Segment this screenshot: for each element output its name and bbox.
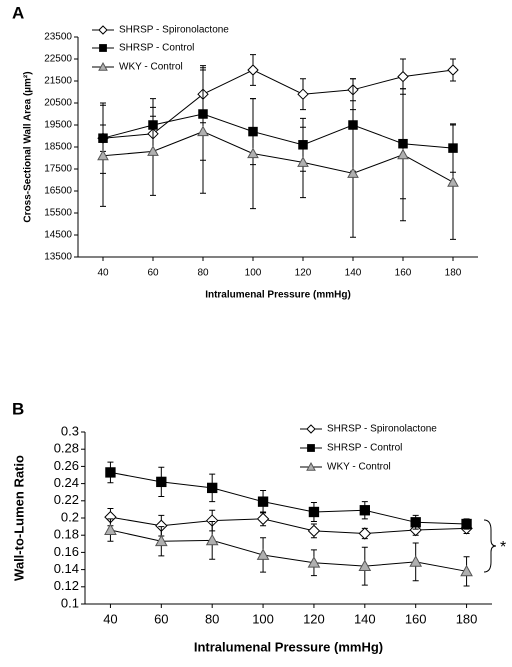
x-tick-label: 100 [245, 268, 262, 279]
bracket [483, 519, 497, 573]
legend-label: SHRSP - Spironolactone [327, 424, 437, 435]
legend-label: WKY - Control [119, 62, 183, 73]
marker [358, 559, 372, 572]
marker [154, 534, 168, 547]
y-tick-label: 21500 [44, 76, 72, 87]
x-tick-label: 160 [395, 268, 412, 279]
marker [410, 517, 421, 528]
series-line [110, 516, 467, 534]
series-line [102, 113, 454, 149]
x-axis-title: Intralumenal Pressure (mmHg) [194, 639, 383, 654]
panel-label: A [12, 3, 24, 22]
marker [358, 527, 372, 540]
legend-label: SHRSP - Spironolactone [119, 25, 229, 36]
marker [156, 476, 167, 488]
marker [307, 524, 321, 538]
y-tick-label: 0.2 [61, 509, 79, 524]
marker [247, 64, 259, 76]
y-tick-label: 0.14 [54, 561, 79, 576]
y-tick-label: 17500 [44, 164, 72, 175]
series-line [102, 69, 454, 139]
y-tick-label: 15500 [44, 208, 72, 219]
marker [409, 555, 423, 567]
y-tick-label: 0.3 [61, 423, 79, 438]
marker [147, 145, 159, 156]
legend-marker [306, 424, 316, 434]
y-tick-label: 0.1 [61, 595, 79, 610]
x-tick-label: 120 [303, 611, 325, 626]
legend-label: SHRSP - Control [119, 43, 194, 54]
legend-marker [98, 25, 108, 35]
marker [347, 167, 359, 178]
y-tick-label: 18500 [44, 142, 72, 153]
x-tick-label: 60 [147, 268, 159, 279]
marker [460, 564, 473, 577]
series-line [110, 471, 467, 525]
x-tick-label: 80 [197, 268, 209, 279]
x-tick-label: 160 [405, 611, 427, 626]
marker [205, 533, 219, 546]
legend-marker [99, 44, 107, 52]
y-tick-label: 0.12 [54, 578, 79, 593]
marker [461, 518, 472, 530]
marker [397, 70, 409, 83]
y-tick-label: 19500 [44, 120, 72, 131]
panel-label: B [12, 399, 24, 418]
legend-marker [98, 61, 108, 71]
y-tick-label: 14500 [44, 230, 72, 241]
annotation: * [500, 539, 506, 556]
marker [256, 512, 270, 526]
y-tick-label: 16500 [44, 186, 72, 197]
x-tick-label: 180 [445, 268, 462, 279]
x-axis-title: Intralumenal Pressure (mmHg) [205, 290, 351, 301]
x-tick-label: 40 [97, 268, 109, 279]
y-tick-label: 0.26 [54, 458, 79, 473]
y-tick-label: 0.18 [54, 527, 79, 542]
series-line [102, 131, 454, 183]
y-tick-label: 23500 [44, 32, 72, 43]
x-tick-label: 140 [354, 611, 376, 626]
legend-marker [306, 461, 316, 471]
marker [97, 149, 109, 161]
marker [247, 147, 259, 159]
x-tick-label: 80 [205, 611, 219, 626]
marker [257, 496, 269, 507]
marker [197, 125, 209, 137]
marker [447, 64, 459, 76]
y-tick-label: 0.16 [54, 544, 79, 559]
y-axis-title: Wall-to-Lumen Ratio [11, 455, 26, 581]
y-tick-label: 0.22 [54, 492, 79, 507]
legend-label: SHRSP - Control [327, 443, 402, 454]
series-line [110, 529, 467, 572]
y-axis-title: Cross-Sectional Wall Area (µm²) [23, 71, 34, 222]
marker [256, 548, 270, 560]
marker [297, 88, 309, 100]
x-tick-label: 140 [345, 268, 362, 279]
marker [297, 156, 309, 167]
y-tick-label: 0.24 [54, 475, 79, 490]
legend-label: WKY - Control [327, 462, 391, 473]
marker [447, 176, 459, 187]
marker [104, 523, 117, 535]
marker [359, 505, 370, 516]
marker [397, 148, 409, 160]
marker [105, 467, 116, 478]
x-tick-label: 60 [154, 611, 168, 626]
y-tick-label: 20500 [44, 98, 72, 109]
legend-marker [307, 444, 315, 452]
marker [307, 556, 321, 568]
marker [308, 506, 320, 518]
y-tick-label: 13500 [44, 252, 72, 263]
x-tick-label: 100 [252, 611, 274, 626]
x-tick-label: 180 [456, 611, 478, 626]
x-tick-label: 40 [103, 611, 117, 626]
x-tick-label: 120 [295, 268, 312, 279]
y-tick-label: 22500 [44, 54, 72, 65]
marker [207, 482, 218, 494]
y-tick-label: 0.28 [54, 441, 79, 456]
